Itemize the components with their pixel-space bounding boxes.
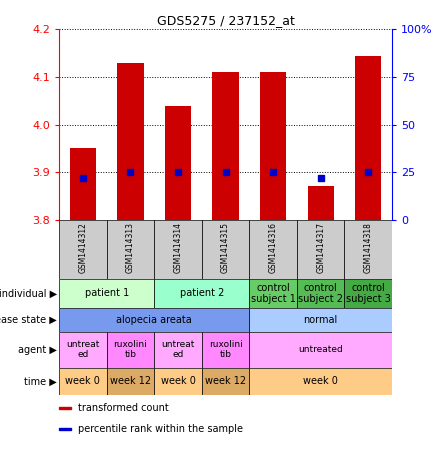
Bar [260,72,286,220]
Bar [307,186,334,220]
Bar [59,332,107,368]
Bar [117,63,144,220]
Text: patient 1: patient 1 [85,288,129,299]
Text: week 0: week 0 [303,376,338,386]
Text: week 0: week 0 [161,376,195,386]
Text: disease state ▶: disease state ▶ [0,315,57,325]
Text: week 12: week 12 [110,376,151,386]
Bar [297,279,344,308]
Text: GSM1414312: GSM1414312 [78,222,88,273]
Bar [249,220,297,279]
Text: GSM1414315: GSM1414315 [221,222,230,273]
Bar [59,406,71,409]
Bar [154,220,202,279]
Text: time ▶: time ▶ [24,376,57,386]
Bar [154,279,249,308]
Bar [165,106,191,220]
Text: percentile rank within the sample: percentile rank within the sample [78,424,243,434]
Text: patient 2: patient 2 [180,288,224,299]
Text: transformed count: transformed count [78,403,169,413]
Bar [249,279,297,308]
Bar [249,308,392,332]
Bar [344,220,392,279]
Bar [344,279,392,308]
Text: normal: normal [304,315,338,325]
Bar [154,368,202,395]
Text: GSM1414316: GSM1414316 [268,222,278,273]
Text: individual ▶: individual ▶ [0,288,57,299]
Text: ruxolini
tib: ruxolini tib [113,340,147,359]
Bar [297,220,344,279]
Text: GSM1414318: GSM1414318 [364,222,373,273]
Text: agent ▶: agent ▶ [18,345,57,355]
Text: ruxolini
tib: ruxolini tib [208,340,243,359]
Bar [107,368,154,395]
Text: GSM1414313: GSM1414313 [126,222,135,273]
Bar [202,220,249,279]
Text: untreated: untreated [298,345,343,354]
Text: GSM1414314: GSM1414314 [173,222,183,273]
Text: untreat
ed: untreat ed [161,340,195,359]
Text: control
subject 2: control subject 2 [298,283,343,304]
Text: untreat
ed: untreat ed [66,340,99,359]
Bar [59,279,154,308]
Title: GDS5275 / 237152_at: GDS5275 / 237152_at [157,14,294,27]
Bar [202,332,249,368]
Bar [59,368,107,395]
Text: week 0: week 0 [65,376,100,386]
Bar [59,428,71,430]
Bar [154,332,202,368]
Bar [59,308,249,332]
Bar [249,368,392,395]
Text: alopecia areata: alopecia areata [117,315,192,325]
Text: week 12: week 12 [205,376,246,386]
Bar [107,220,154,279]
Text: control
subject 3: control subject 3 [346,283,391,304]
Bar [212,72,239,220]
Bar [202,368,249,395]
Text: control
subject 1: control subject 1 [251,283,296,304]
Bar [59,220,107,279]
Bar [249,332,392,368]
Bar [107,332,154,368]
Bar [70,148,96,220]
Text: GSM1414317: GSM1414317 [316,222,325,273]
Bar [355,56,381,220]
